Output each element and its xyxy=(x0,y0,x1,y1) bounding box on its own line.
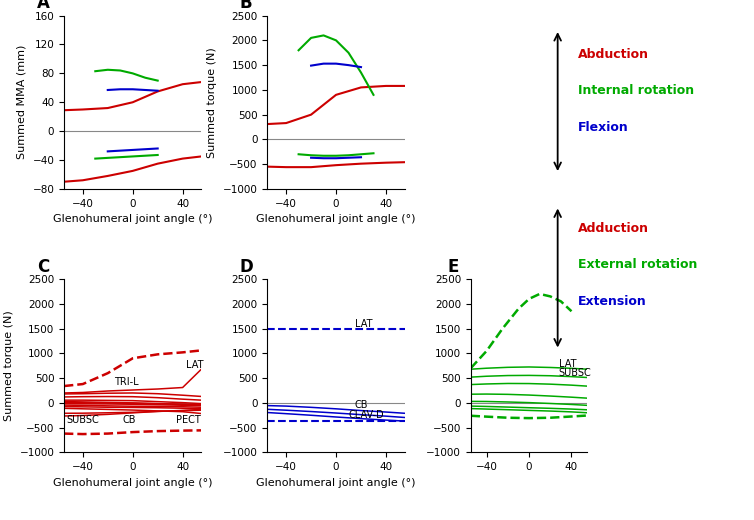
X-axis label: Glenohumeral joint angle (°): Glenohumeral joint angle (°) xyxy=(53,214,213,224)
Y-axis label: Summed torque (N): Summed torque (N) xyxy=(4,310,14,421)
Text: LAT: LAT xyxy=(186,360,204,370)
Text: Adduction: Adduction xyxy=(578,222,649,235)
Text: SUBSC: SUBSC xyxy=(559,368,592,379)
Text: CB: CB xyxy=(355,399,368,410)
Text: B: B xyxy=(240,0,253,12)
Text: C: C xyxy=(37,257,49,276)
X-axis label: Glenohumeral joint angle (°): Glenohumeral joint angle (°) xyxy=(53,478,213,488)
Text: Internal rotation: Internal rotation xyxy=(578,84,694,97)
Text: Extension: Extension xyxy=(578,295,647,308)
Y-axis label: Summed torque (N): Summed torque (N) xyxy=(207,47,217,158)
Text: CB: CB xyxy=(123,415,136,425)
X-axis label: Glenohumeral joint angle (°): Glenohumeral joint angle (°) xyxy=(256,214,415,224)
X-axis label: Glenohumeral joint angle (°): Glenohumeral joint angle (°) xyxy=(256,478,415,488)
Text: PECT: PECT xyxy=(176,415,201,425)
Text: Flexion: Flexion xyxy=(578,121,629,134)
Text: CLAV-D: CLAV-D xyxy=(348,410,384,420)
Text: LAT: LAT xyxy=(355,319,372,329)
Text: E: E xyxy=(447,257,458,276)
Text: A: A xyxy=(37,0,50,12)
Text: TRI-L: TRI-L xyxy=(114,377,139,387)
Y-axis label: Summed MMA (mm): Summed MMA (mm) xyxy=(17,45,27,160)
Text: SUBSC: SUBSC xyxy=(66,415,100,425)
Text: External rotation: External rotation xyxy=(578,258,697,271)
Text: LAT: LAT xyxy=(559,359,576,369)
Text: Abduction: Abduction xyxy=(578,47,649,60)
Text: D: D xyxy=(240,257,253,276)
